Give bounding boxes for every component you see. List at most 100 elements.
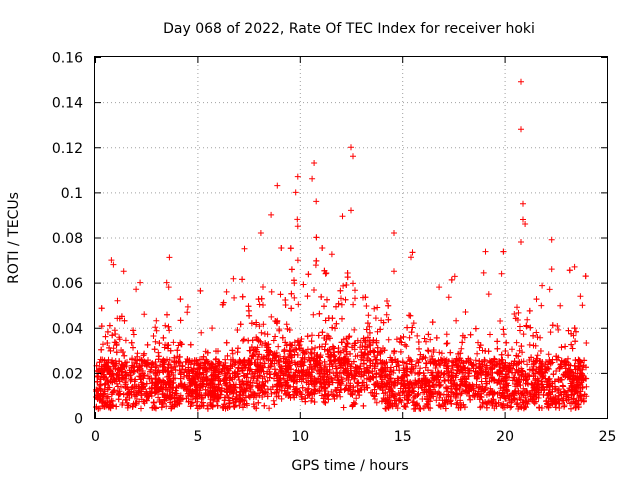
data-point <box>436 349 443 356</box>
data-point <box>558 344 565 351</box>
data-point <box>474 350 481 357</box>
data-point <box>256 323 263 330</box>
data-point <box>565 327 572 334</box>
data-point <box>200 399 206 406</box>
data-point <box>366 329 373 336</box>
data-point <box>437 362 444 369</box>
data-point <box>382 364 389 371</box>
data-point <box>335 300 342 307</box>
data-point <box>203 356 210 363</box>
data-point <box>450 366 456 373</box>
data-point <box>202 386 209 393</box>
data-point <box>194 391 201 398</box>
data-point <box>393 336 400 343</box>
data-point <box>122 337 129 344</box>
data-point <box>333 387 340 394</box>
data-point <box>363 326 370 333</box>
data-point <box>288 305 295 312</box>
data-point <box>137 376 144 383</box>
data-point <box>427 405 434 412</box>
data-point <box>370 374 377 381</box>
data-point <box>152 382 159 389</box>
data-point <box>481 356 488 363</box>
data-point <box>498 270 505 277</box>
data-point <box>309 332 315 339</box>
data-point <box>329 315 336 322</box>
data-point <box>310 366 317 373</box>
data-point <box>494 345 501 352</box>
data-point <box>463 358 470 365</box>
data-point <box>321 358 328 365</box>
data-point <box>352 295 358 302</box>
data-point <box>532 342 539 349</box>
data-point <box>333 303 339 310</box>
data-point <box>444 340 451 347</box>
data-point <box>378 398 385 405</box>
data-point <box>312 344 319 351</box>
data-point <box>405 392 412 399</box>
data-point <box>230 399 237 406</box>
data-point <box>153 363 160 370</box>
data-point <box>416 369 423 376</box>
data-point <box>483 380 490 387</box>
data-point <box>248 392 255 399</box>
data-point <box>259 394 266 400</box>
data-point <box>107 347 114 354</box>
data-point <box>550 371 557 378</box>
data-point <box>231 403 238 410</box>
data-point <box>314 351 321 358</box>
data-point <box>304 293 311 300</box>
data-point <box>467 396 474 403</box>
data-point <box>423 338 429 345</box>
data-point <box>384 400 391 407</box>
data-point <box>152 367 159 374</box>
data-point <box>485 291 492 298</box>
data-point <box>451 273 458 280</box>
data-point <box>385 316 392 323</box>
data-point <box>209 325 216 332</box>
data-point <box>582 273 589 280</box>
data-point <box>223 382 230 389</box>
data-point <box>518 343 525 350</box>
data-point <box>322 317 329 324</box>
data-point <box>384 298 390 304</box>
data-point <box>109 402 116 408</box>
data-point <box>410 320 417 327</box>
data-point <box>396 392 403 399</box>
data-point <box>172 366 179 373</box>
data-point <box>560 383 567 390</box>
data-point <box>308 397 315 404</box>
data-point <box>113 341 120 348</box>
data-point <box>520 331 527 338</box>
data-point <box>260 389 267 396</box>
data-point <box>520 376 527 383</box>
data-point <box>329 363 336 370</box>
data-point <box>173 390 180 397</box>
data-point <box>185 386 192 392</box>
data-point <box>266 368 273 375</box>
data-point <box>112 331 119 337</box>
data-point <box>156 378 163 385</box>
data-point <box>373 371 380 378</box>
data-point <box>338 376 345 383</box>
data-point <box>310 311 317 318</box>
data-point <box>217 378 224 385</box>
data-point <box>308 338 315 345</box>
data-point <box>425 331 432 338</box>
data-point <box>144 341 151 348</box>
data-point <box>370 337 377 343</box>
data-point <box>253 366 260 373</box>
data-point <box>200 402 207 409</box>
data-point <box>150 333 157 339</box>
data-point <box>420 370 427 377</box>
data-point <box>338 301 345 308</box>
data-point <box>287 245 294 252</box>
data-point <box>202 367 209 374</box>
data-point <box>545 404 552 411</box>
data-point <box>354 380 361 387</box>
data-point <box>517 382 524 389</box>
data-point <box>299 384 306 391</box>
data-point <box>476 358 483 365</box>
data-point <box>544 378 551 385</box>
data-point <box>353 369 360 376</box>
